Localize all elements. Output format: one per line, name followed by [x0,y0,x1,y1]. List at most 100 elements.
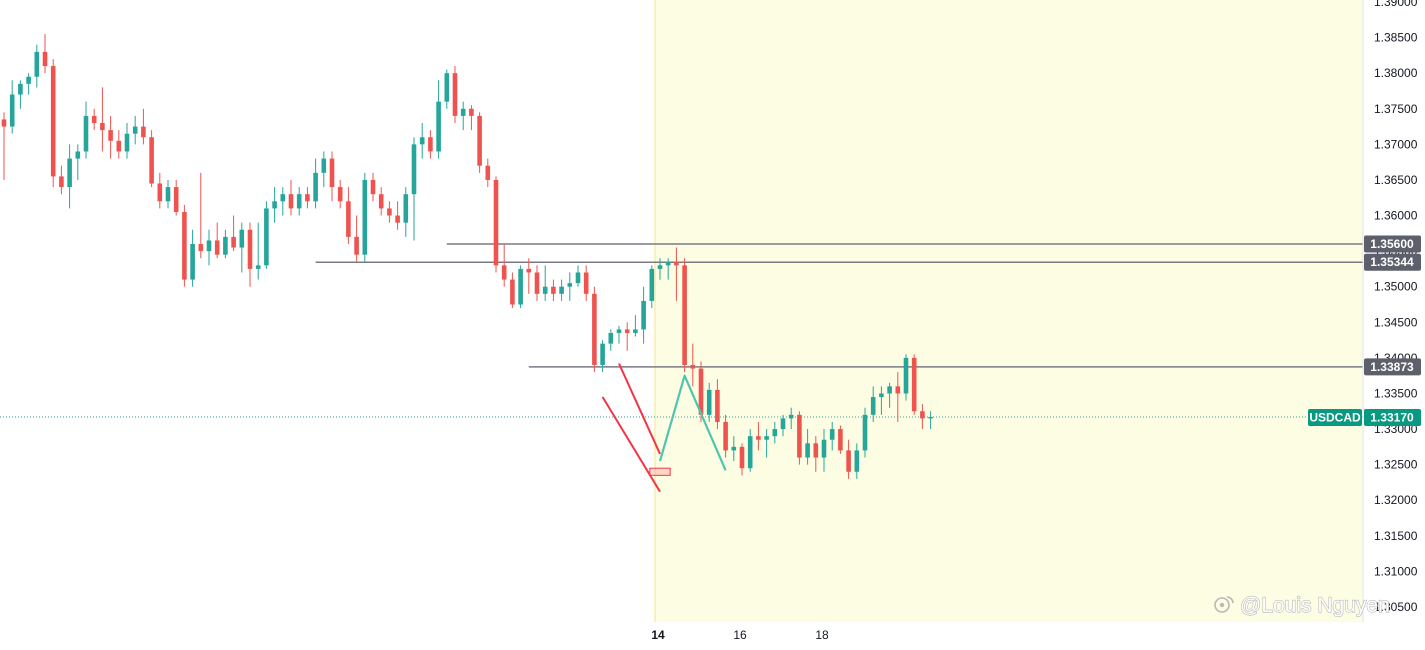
price-tick-5: 1.36500 [1374,173,1418,187]
candle-body-75 [616,329,622,333]
candle-body-57 [469,108,474,116]
candle-35 [288,179,294,216]
candle-body-76 [624,329,630,333]
price-tick-17: 1.30500 [1374,600,1418,614]
level-tag-box-0 [1364,235,1421,253]
horizontal-levels [315,243,1363,368]
candle-body-29 [239,229,245,248]
candle-98 [805,429,810,465]
candle-5 [42,34,48,74]
candle-body-0 [1,119,7,127]
candle-97 [797,411,802,465]
candle-46 [378,187,384,216]
candle-body-19 [157,183,163,202]
candle-body-28 [231,236,236,248]
candle-92 [756,421,761,451]
candle-body-46 [378,194,384,209]
candle-15 [124,123,130,159]
candle-body-5 [42,51,48,67]
candle-105 [862,407,868,458]
candle-1 [9,80,15,134]
price-tick-8: 1.35000 [1374,280,1418,294]
candle-body-1 [9,94,15,127]
session-highlight [655,0,1363,622]
candle-111 [911,354,917,415]
level-tag-label-0: 1.35600 [1370,237,1414,251]
candle-100 [821,429,827,472]
candle-body-27 [223,236,228,255]
candle-body-105 [862,414,868,451]
candle-body-71 [583,272,589,294]
candle-87 [715,379,720,430]
candle-body-69 [567,283,573,287]
candle-84 [690,343,696,387]
candle-39 [321,151,327,188]
candle-body-80 [657,265,663,269]
candle-body-6 [50,66,56,177]
candle-body-95 [780,418,786,430]
candle-34 [280,187,286,216]
candle-body-47 [387,208,392,216]
candle-78 [641,286,646,344]
candle-2 [18,80,23,109]
channel-lower-line [601,396,661,493]
candle-body-99 [813,443,819,458]
candle-49 [403,187,409,237]
symbol-tag-box [1308,409,1362,426]
candle-body-21 [173,187,179,212]
candle-113 [928,411,933,430]
candle-36 [296,187,302,216]
candle-54 [444,69,450,109]
time-axis-background[interactable] [0,622,1363,645]
candle-59 [485,158,491,188]
symbol-price-tag: USDCAD 1.33170 [1308,409,1421,426]
level-tag-box-1 [1364,253,1421,271]
candle-body-51 [419,137,425,145]
candle-99 [813,436,819,472]
candle-body-84 [690,365,696,369]
candle-63 [518,265,523,309]
candles [1,34,933,479]
candle-body-111 [911,357,917,412]
candle-77 [633,315,638,337]
candle-body-4 [34,51,40,77]
candle-3 [26,73,31,95]
candle-body-7 [59,176,64,188]
candle-body-48 [395,215,400,223]
projection-path [658,374,727,471]
last-price-tag-box [1364,409,1421,426]
candle-75 [616,325,622,344]
candle-102 [838,425,843,454]
candle-body-40 [329,158,335,188]
candle-56 [460,101,466,131]
candle-body-83 [682,265,687,365]
level-tags: 1.35600 1.35344 1.33873 [1364,235,1421,376]
candle-66 [542,265,548,301]
candle-body-45 [370,179,376,195]
candle-body-22 [182,211,187,280]
candle-104 [854,443,860,479]
price-tick-3: 1.37500 [1374,102,1418,116]
candle-body-60 [493,179,499,266]
candle-body-64 [526,268,532,273]
candle-body-107 [879,393,884,398]
candle-body-74 [608,332,614,344]
candle-29 [239,222,245,273]
candle-body-91 [747,436,753,469]
candle-body-62 [510,279,515,305]
candle-body-70 [575,272,581,284]
candle-55 [452,66,458,123]
candle-30 [247,222,253,287]
candle-47 [387,201,392,223]
price-tick-13: 1.32500 [1374,458,1418,472]
candle-21 [173,179,179,216]
candle-body-34 [280,194,286,202]
price-tick-16: 1.31000 [1374,564,1418,578]
candle-8 [67,144,72,209]
watermark-text: @Louis Nguyen [1240,594,1390,617]
candle-body-109 [895,386,901,394]
candle-18 [149,130,154,188]
price-axis-background[interactable] [1363,0,1425,622]
